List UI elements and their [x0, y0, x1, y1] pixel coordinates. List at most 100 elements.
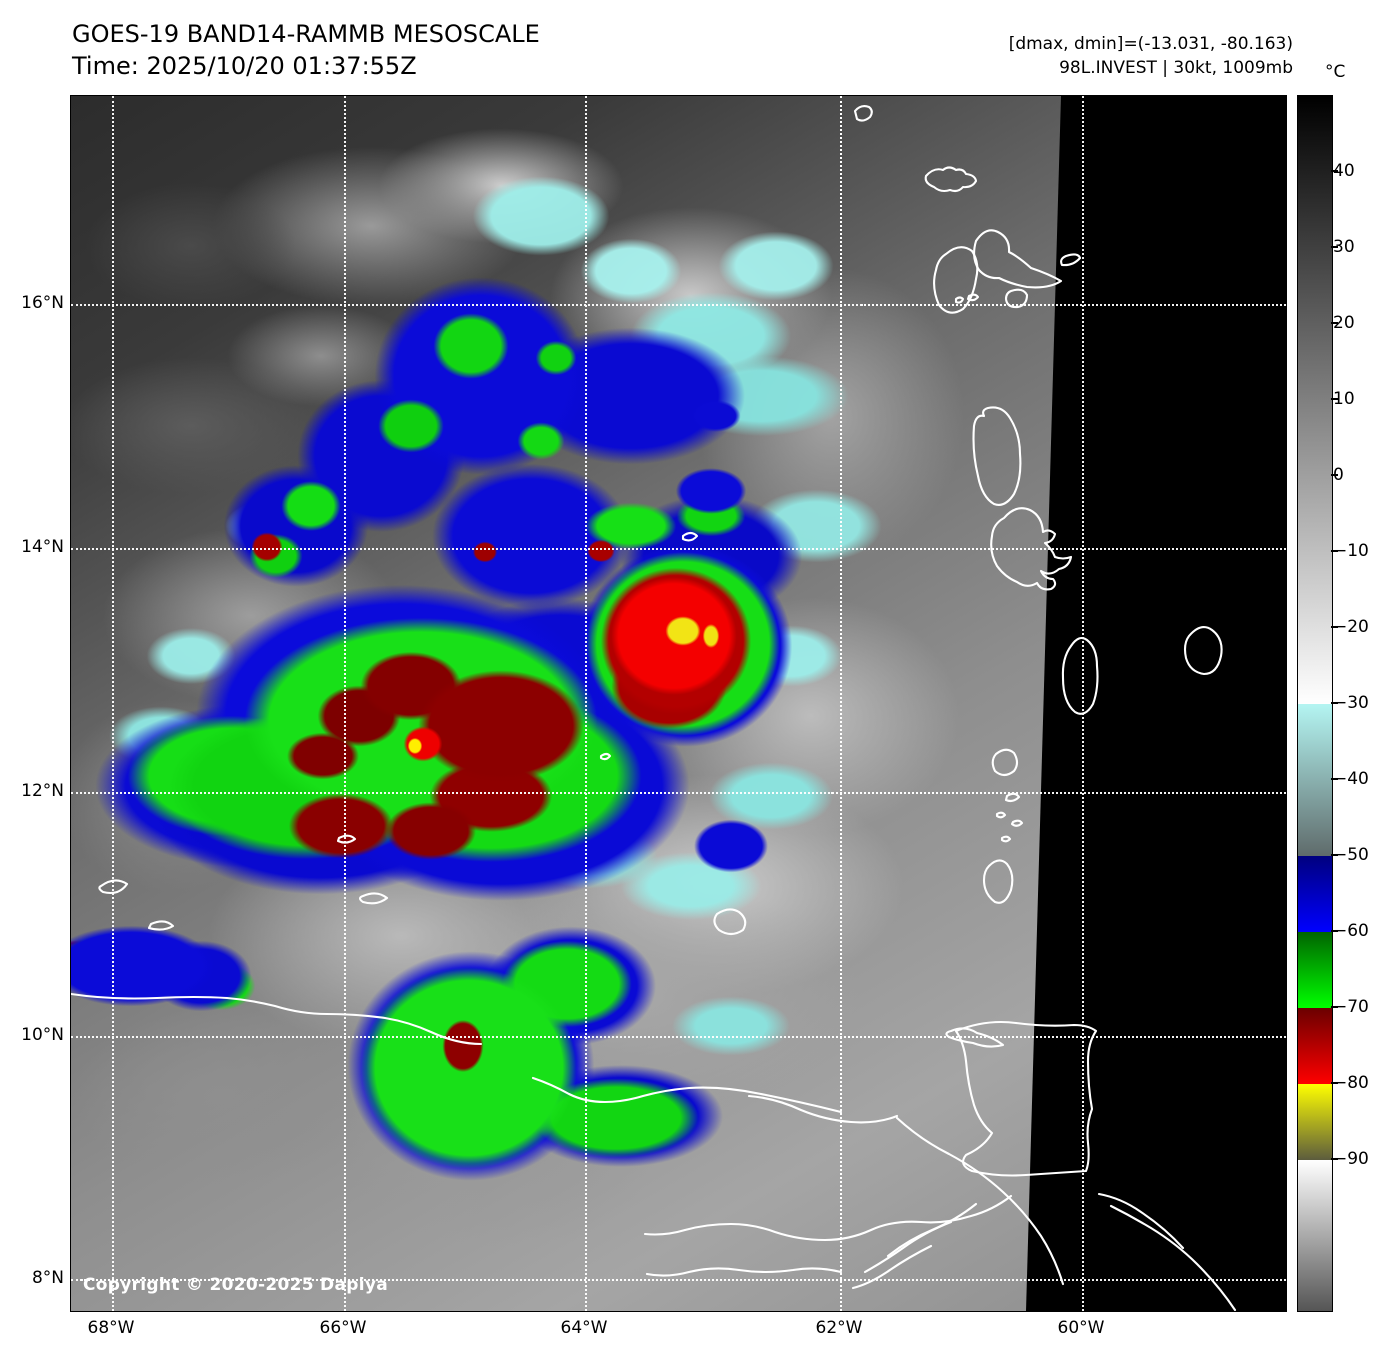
- gridline-lon-66w: [344, 96, 346, 1311]
- page-title: GOES-19 BAND14-RAMMB MESOSCALE: [72, 20, 540, 48]
- temperature-colorbar[interactable]: [1297, 95, 1333, 1312]
- cbar-tickmark-30: [1331, 246, 1338, 248]
- coast-grenadines: [995, 792, 1024, 843]
- cbar-ticklabel-30: 30: [1333, 237, 1355, 257]
- coast-aves: [599, 752, 612, 761]
- gridline-lat-10n-nodata: [816, 1036, 1286, 1038]
- coast-guadeloupe: [973, 229, 1063, 289]
- cbar-ticklabel-m20: −20: [1333, 617, 1369, 637]
- coast-basse-terre: [933, 246, 979, 314]
- metadata-block: [dmax, dmin]=(-13.031, -80.163) 98L.INVE…: [1009, 32, 1293, 80]
- cbar-tickmark-0: [1331, 474, 1338, 476]
- cbar-tickmark-10: [1331, 398, 1338, 400]
- coast-barbuda: [853, 105, 873, 122]
- coast-antigua: [924, 166, 978, 193]
- colorbar-unit-label: °C: [1325, 62, 1346, 82]
- coast-margarita: [713, 908, 747, 936]
- ytick-16n: 16°N: [21, 293, 64, 313]
- storm-info-label: 98L.INVEST | 30kt, 1009mb: [1059, 58, 1293, 78]
- gridline-lat-8n-nodata: [81, 1279, 1286, 1281]
- cbar-segment-green: [1298, 932, 1332, 1008]
- ytick-8n: 8°N: [31, 1268, 64, 1288]
- gridline-lon-60w-nodata: [1082, 96, 1084, 1311]
- cbar-tickmark-m30: [1331, 702, 1338, 704]
- gridline-lat-16n-nodata: [861, 304, 1286, 306]
- coast-orinoco-delta: [643, 1194, 1013, 1242]
- ytick-10n: 10°N: [21, 1025, 64, 1045]
- xtick-60w: 60°W: [1057, 1318, 1105, 1338]
- coast-st-lucia: [1061, 636, 1099, 715]
- coast-marie-galante: [1060, 253, 1082, 267]
- xtick-66w: 66°W: [319, 1318, 367, 1338]
- cbar-ticklabel-10: 10: [1333, 389, 1355, 409]
- coast-orchila: [336, 834, 357, 844]
- timestamp-label: Time: 2025/10/20 01:37:55Z: [72, 52, 417, 80]
- coast-delta-channel-2: [863, 1220, 953, 1274]
- gridline-lat-14n: [71, 548, 1286, 550]
- coast-curacao: [98, 879, 129, 895]
- gridline-lon-64w: [585, 96, 587, 1311]
- coast-guyana-bar: [1097, 1192, 1185, 1250]
- coast-barbados: [1183, 626, 1223, 676]
- title-block: GOES-19 BAND14-RAMMB MESOSCALE Time: 202…: [72, 18, 540, 82]
- cbar-segment-yellow: [1298, 1084, 1332, 1160]
- cbar-ticklabel-20: 20: [1333, 313, 1355, 333]
- cbar-ticklabel-0: 0: [1333, 465, 1344, 485]
- cbar-ticklabel-m10: −10: [1333, 541, 1369, 561]
- cbar-ticklabel-m60: −60: [1333, 921, 1369, 941]
- gridline-lon-68w: [112, 96, 114, 1311]
- coast-paria-gulf: [747, 1094, 899, 1124]
- gridline-lon-62w-nodata: [840, 96, 842, 1311]
- cbar-ticklabel-m50: −50: [1333, 845, 1369, 865]
- cbar-tickmark-m70: [1331, 1006, 1338, 1008]
- coast-trinidad: [954, 1020, 1098, 1177]
- cbar-ticklabel-m80: −80: [1333, 1073, 1369, 1093]
- coastline-overlay: [71, 105, 1237, 1311]
- cbar-tickmark-m40: [1331, 778, 1338, 780]
- coast-paria-peninsula: [531, 1076, 843, 1114]
- satellite-image-plot[interactable]: Copyright © 2020-2025 Dapiya: [70, 95, 1287, 1312]
- cbar-segment-cold-grayscale: [1298, 1160, 1332, 1311]
- coast-les-saintes: [954, 293, 980, 304]
- cbar-ticklabel-m70: −70: [1333, 997, 1369, 1017]
- gridline-lat-12n: [71, 792, 1286, 794]
- gridline-lat-14n-nodata: [861, 548, 1286, 550]
- ytick-14n: 14°N: [21, 537, 64, 557]
- coast-tobago: [945, 1027, 1005, 1048]
- coast-dominica: [972, 406, 1022, 506]
- cbar-segment-cyan: [1298, 704, 1332, 856]
- coast-venezuela-north: [71, 992, 483, 1046]
- cbar-segment-red: [1298, 1008, 1332, 1084]
- cbar-ticklabel-m90: −90: [1333, 1149, 1369, 1169]
- dmax-dmin-label: [dmax, dmin]=(-13.031, -80.163): [1008, 34, 1293, 54]
- coast-delta-lagoon: [645, 1267, 843, 1277]
- cbar-tickmark-m60: [1331, 930, 1338, 932]
- cbar-tickmark-m20: [1331, 626, 1338, 628]
- copyright-label: Copyright © 2020-2025 Dapiya: [83, 1275, 388, 1295]
- gridline-lat-12n-nodata: [831, 792, 1286, 794]
- coast-dominica-north: [1004, 288, 1029, 309]
- cbar-tickmark-m50: [1331, 854, 1338, 856]
- cbar-segment-blue: [1298, 856, 1332, 932]
- cbar-segment-warm-grayscale: [1298, 96, 1332, 704]
- cbar-ticklabel-m40: −40: [1333, 769, 1369, 789]
- coast-delta-channel-3: [851, 1244, 933, 1290]
- cbar-tickmark-20: [1331, 322, 1338, 324]
- coast-grenada: [982, 859, 1014, 904]
- coast-st-vincent: [991, 748, 1019, 777]
- cbar-tickmark-m80: [1331, 1082, 1338, 1084]
- cbar-tickmark-m10: [1331, 550, 1338, 552]
- xtick-68w: 68°W: [87, 1318, 135, 1338]
- gridline-lat-16n: [71, 304, 1286, 306]
- coast-blanquilla: [681, 531, 699, 542]
- xtick-62w: 62°W: [815, 1318, 863, 1338]
- cbar-tickmark-m90: [1331, 1158, 1338, 1160]
- cbar-ticklabel-40: 40: [1333, 161, 1355, 181]
- coast-orinoco-north: [895, 1116, 1065, 1286]
- gridline-lat-10n: [71, 1036, 1286, 1038]
- coast-small-isle-west: [147, 920, 175, 931]
- ytick-12n: 12°N: [21, 781, 64, 801]
- coast-tortuga: [358, 892, 389, 905]
- coast-guyana-shelf: [1109, 1204, 1237, 1311]
- xtick-64w: 64°W: [560, 1318, 608, 1338]
